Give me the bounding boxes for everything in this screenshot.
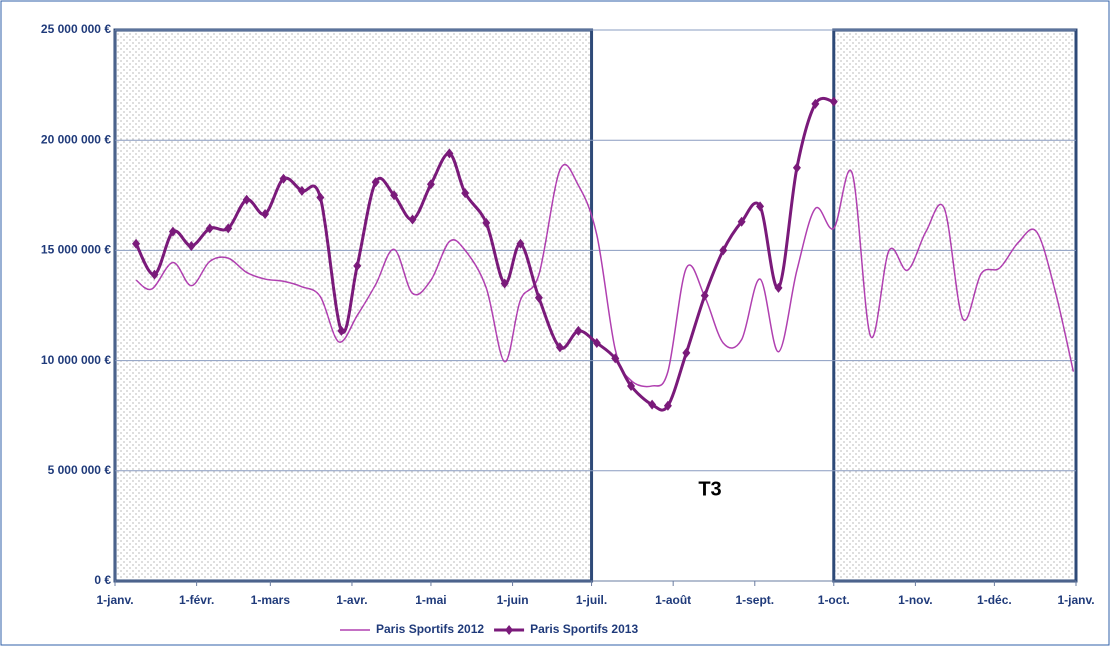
y-tick-label: 10 000 000 €	[41, 353, 111, 367]
marker	[574, 325, 583, 336]
marker	[224, 223, 233, 234]
y-tick-label: 20 000 000 €	[41, 132, 111, 146]
marker	[168, 226, 177, 237]
marker	[500, 278, 509, 289]
marker	[353, 260, 362, 271]
x-tick-label: 1-mai	[415, 593, 446, 607]
marker	[700, 290, 709, 301]
marker	[811, 98, 820, 109]
labels-layer: 0 € 5 000 000 € 10 000 000 € 15 000 000 € 20…	[41, 22, 1095, 636]
marker	[592, 337, 601, 348]
x-tick-label: 1-janv.	[1057, 593, 1094, 607]
marker	[297, 185, 306, 196]
marker	[261, 209, 270, 220]
y-tick-label: 0 €	[94, 573, 111, 587]
x-tick-label: 1-janv.	[96, 593, 133, 607]
marker	[316, 192, 325, 203]
marker	[371, 177, 380, 188]
marker	[627, 380, 636, 391]
x-tick-label: 1-juin	[497, 593, 529, 607]
marker	[132, 238, 141, 249]
marker	[390, 190, 399, 201]
x-tick-label: 1-juil.	[576, 593, 607, 607]
x-tick-label: 1-févr.	[179, 593, 214, 607]
marker	[829, 96, 838, 107]
legend-marker	[505, 625, 514, 635]
x-tick-label: 1-mars	[251, 593, 291, 607]
marker	[682, 347, 691, 358]
x-tick-label: 1-août	[655, 593, 691, 607]
marker	[774, 282, 783, 293]
marker	[516, 238, 525, 249]
x-tick-label: 1-déc.	[977, 593, 1012, 607]
legend-label: Paris Sportifs 2013	[530, 622, 638, 636]
marker	[408, 214, 417, 225]
grid-layer	[114, 29, 1077, 586]
marker	[426, 179, 435, 190]
x-tick-label: 1-oct.	[818, 593, 850, 607]
marker	[242, 194, 251, 205]
marker	[482, 217, 491, 228]
marker	[792, 162, 801, 173]
marker	[648, 399, 657, 410]
marker	[756, 201, 765, 212]
marker	[187, 240, 196, 251]
y-tick-label: 25 000 000 €	[41, 22, 111, 36]
marker	[461, 188, 470, 199]
marker	[737, 216, 746, 227]
marker	[279, 173, 288, 184]
x-tick-label: 1-avr.	[336, 593, 367, 607]
marker	[611, 353, 620, 364]
y-tick-label: 5 000 000 €	[48, 463, 112, 477]
marker	[205, 223, 214, 234]
y-tick-label: 15 000 000 €	[41, 243, 111, 257]
marker	[337, 325, 346, 336]
shaded-period	[832, 28, 1078, 583]
marker	[150, 269, 159, 280]
marker	[445, 148, 454, 159]
marker	[719, 245, 728, 256]
marker	[555, 342, 564, 353]
legend-label: Paris Sportifs 2012	[376, 622, 484, 636]
lines-layer	[132, 96, 1075, 412]
marker	[663, 400, 672, 411]
marker	[534, 292, 543, 303]
shaded-period	[113, 28, 594, 583]
x-tick-label: 1-sept.	[735, 593, 774, 607]
annotation: T3	[698, 478, 721, 500]
x-tick-label: 1-nov.	[898, 593, 932, 607]
